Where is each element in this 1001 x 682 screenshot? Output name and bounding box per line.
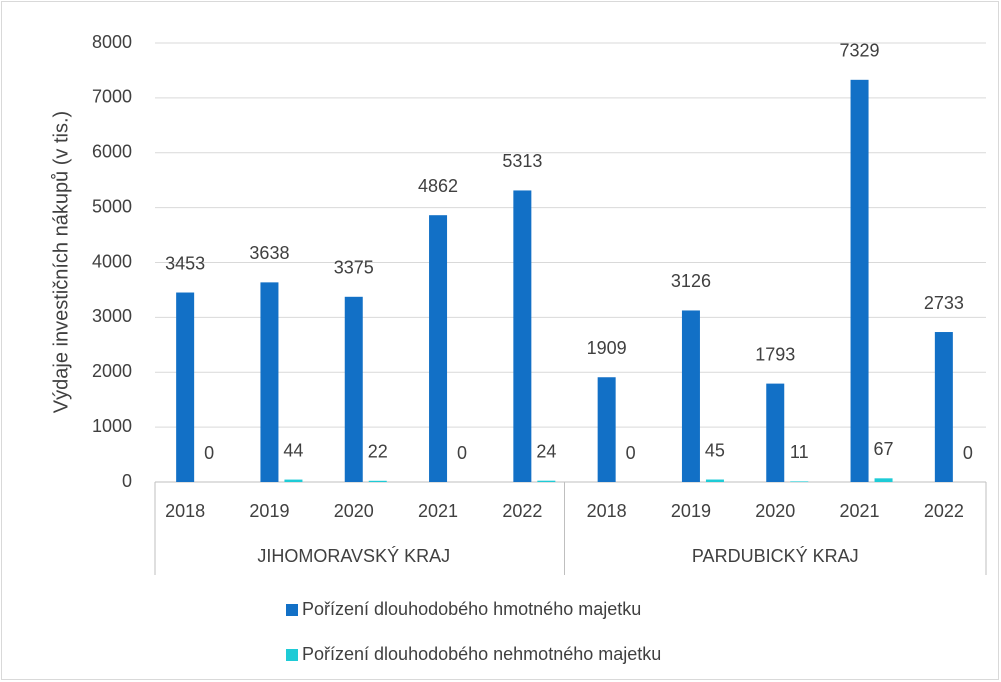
bar — [537, 480, 556, 482]
legend-label: Pořízení dlouhodobého hmotného majetku — [302, 599, 641, 619]
bar — [429, 215, 448, 482]
bar — [850, 79, 869, 483]
y-tick-label: 4000 — [92, 251, 132, 271]
bar — [874, 478, 893, 482]
group-label: JIHOMORAVSKÝ KRAJ — [257, 546, 450, 566]
data-label: 0 — [626, 443, 636, 463]
bar — [260, 282, 279, 482]
data-label: 0 — [457, 443, 467, 463]
data-label: 4862 — [418, 176, 458, 196]
group-label: PARDUBICKÝ KRAJ — [692, 546, 859, 566]
bar — [790, 481, 809, 482]
x-tick-label: 2022 — [502, 501, 542, 521]
data-label: 3126 — [671, 271, 711, 291]
data-label: 1793 — [755, 344, 795, 364]
legend-swatch — [286, 649, 298, 661]
x-tick-label: 2018 — [587, 501, 627, 521]
x-tick-label: 2019 — [671, 501, 711, 521]
y-tick-label: 0 — [122, 471, 132, 491]
bar — [597, 377, 616, 482]
x-tick-label: 2019 — [249, 501, 289, 521]
x-tick-label: 2021 — [840, 501, 880, 521]
data-label: 1909 — [587, 338, 627, 358]
bar — [344, 296, 363, 482]
bar — [513, 190, 532, 482]
y-tick-label: 3000 — [92, 306, 132, 326]
data-label: 2733 — [924, 293, 964, 313]
data-label: 7329 — [840, 41, 880, 61]
data-label: 0 — [204, 443, 214, 463]
y-axis-title: Výdaje investičních nákupů (v tis.) — [50, 111, 72, 413]
y-tick-label: 1000 — [92, 416, 132, 436]
x-tick-label: 2020 — [755, 501, 795, 521]
x-tick-label: 2021 — [418, 501, 458, 521]
data-label: 11 — [790, 442, 809, 462]
x-tick-label: 2020 — [334, 501, 374, 521]
data-label: 44 — [283, 440, 303, 460]
data-label: 3453 — [165, 253, 205, 273]
legend-swatch — [286, 604, 298, 616]
x-tick-label: 2018 — [165, 501, 205, 521]
data-label: 24 — [536, 441, 556, 461]
data-label: 22 — [368, 442, 388, 462]
data-label: 5313 — [502, 151, 542, 171]
x-tick-label: 2022 — [924, 501, 964, 521]
data-label: 3638 — [249, 243, 289, 263]
y-tick-label: 5000 — [92, 196, 132, 216]
bar — [368, 480, 387, 482]
y-tick-label: 7000 — [92, 87, 132, 107]
bar — [705, 479, 724, 482]
y-tick-label: 2000 — [92, 361, 132, 381]
bar — [934, 332, 953, 482]
y-tick-label: 6000 — [92, 142, 132, 162]
bar — [766, 383, 785, 482]
data-label: 3375 — [334, 258, 374, 278]
bar — [681, 310, 700, 482]
y-tick-label: 8000 — [92, 32, 132, 52]
bar — [284, 479, 303, 482]
data-label: 45 — [705, 440, 725, 460]
bar — [176, 292, 195, 482]
data-label: 0 — [963, 443, 973, 463]
data-label: 67 — [874, 439, 894, 459]
legend-label: Pořízení dlouhodobého nehmotného majetku — [302, 644, 661, 664]
